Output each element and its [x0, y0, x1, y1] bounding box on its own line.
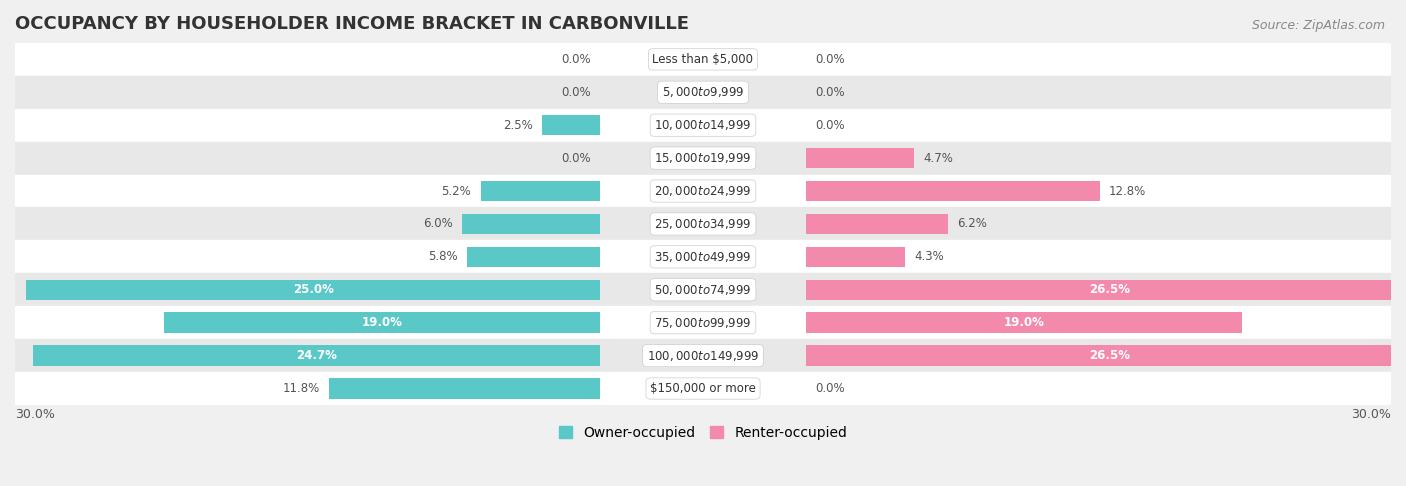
Bar [15, 241, 1391, 273]
Text: 0.0%: 0.0% [815, 119, 845, 132]
Text: $5,000 to $9,999: $5,000 to $9,999 [662, 85, 744, 99]
Text: 12.8%: 12.8% [1109, 185, 1146, 197]
Bar [481, 181, 600, 201]
Bar [806, 279, 1406, 300]
Text: 5.2%: 5.2% [441, 185, 471, 197]
Bar [806, 148, 914, 168]
Text: 0.0%: 0.0% [561, 53, 591, 66]
Text: 6.2%: 6.2% [957, 217, 987, 230]
Text: 24.7%: 24.7% [297, 349, 337, 362]
Text: 6.0%: 6.0% [423, 217, 453, 230]
Bar [15, 43, 1391, 76]
Bar [463, 214, 600, 234]
Bar [806, 181, 1099, 201]
Text: 19.0%: 19.0% [1004, 316, 1045, 329]
Text: 4.3%: 4.3% [914, 250, 943, 263]
Bar [806, 247, 905, 267]
Bar [165, 312, 600, 333]
Text: $35,000 to $49,999: $35,000 to $49,999 [654, 250, 752, 264]
Text: $20,000 to $24,999: $20,000 to $24,999 [654, 184, 752, 198]
Bar [15, 273, 1391, 306]
Bar [15, 76, 1391, 109]
Text: 25.0%: 25.0% [292, 283, 333, 296]
Text: $100,000 to $149,999: $100,000 to $149,999 [647, 348, 759, 363]
Text: 26.5%: 26.5% [1090, 349, 1130, 362]
Bar [806, 312, 1241, 333]
Bar [15, 208, 1391, 241]
Bar [543, 115, 600, 136]
Bar [15, 109, 1391, 141]
Text: $150,000 or more: $150,000 or more [650, 382, 756, 395]
Bar [806, 214, 949, 234]
Text: 0.0%: 0.0% [561, 152, 591, 165]
Text: 5.8%: 5.8% [427, 250, 457, 263]
Text: 0.0%: 0.0% [815, 86, 845, 99]
Text: 0.0%: 0.0% [815, 382, 845, 395]
Text: $15,000 to $19,999: $15,000 to $19,999 [654, 151, 752, 165]
Bar [806, 346, 1406, 366]
Text: 26.5%: 26.5% [1090, 283, 1130, 296]
Bar [34, 346, 600, 366]
Text: 19.0%: 19.0% [361, 316, 402, 329]
Text: Source: ZipAtlas.com: Source: ZipAtlas.com [1251, 19, 1385, 33]
Bar [15, 141, 1391, 174]
Bar [27, 279, 600, 300]
Text: Less than $5,000: Less than $5,000 [652, 53, 754, 66]
Text: $75,000 to $99,999: $75,000 to $99,999 [654, 316, 752, 330]
Text: 30.0%: 30.0% [1351, 408, 1391, 421]
Bar [329, 378, 600, 399]
Text: 11.8%: 11.8% [283, 382, 321, 395]
Text: $50,000 to $74,999: $50,000 to $74,999 [654, 283, 752, 297]
Bar [15, 174, 1391, 208]
Text: 0.0%: 0.0% [815, 53, 845, 66]
Bar [15, 306, 1391, 339]
Bar [15, 339, 1391, 372]
Text: $25,000 to $34,999: $25,000 to $34,999 [654, 217, 752, 231]
Bar [467, 247, 600, 267]
Text: $10,000 to $14,999: $10,000 to $14,999 [654, 118, 752, 132]
Text: 4.7%: 4.7% [924, 152, 953, 165]
Text: 30.0%: 30.0% [15, 408, 55, 421]
Text: 0.0%: 0.0% [561, 86, 591, 99]
Text: 2.5%: 2.5% [503, 119, 533, 132]
Legend: Owner-occupied, Renter-occupied: Owner-occupied, Renter-occupied [553, 420, 853, 445]
Bar [15, 372, 1391, 405]
Text: OCCUPANCY BY HOUSEHOLDER INCOME BRACKET IN CARBONVILLE: OCCUPANCY BY HOUSEHOLDER INCOME BRACKET … [15, 15, 689, 33]
